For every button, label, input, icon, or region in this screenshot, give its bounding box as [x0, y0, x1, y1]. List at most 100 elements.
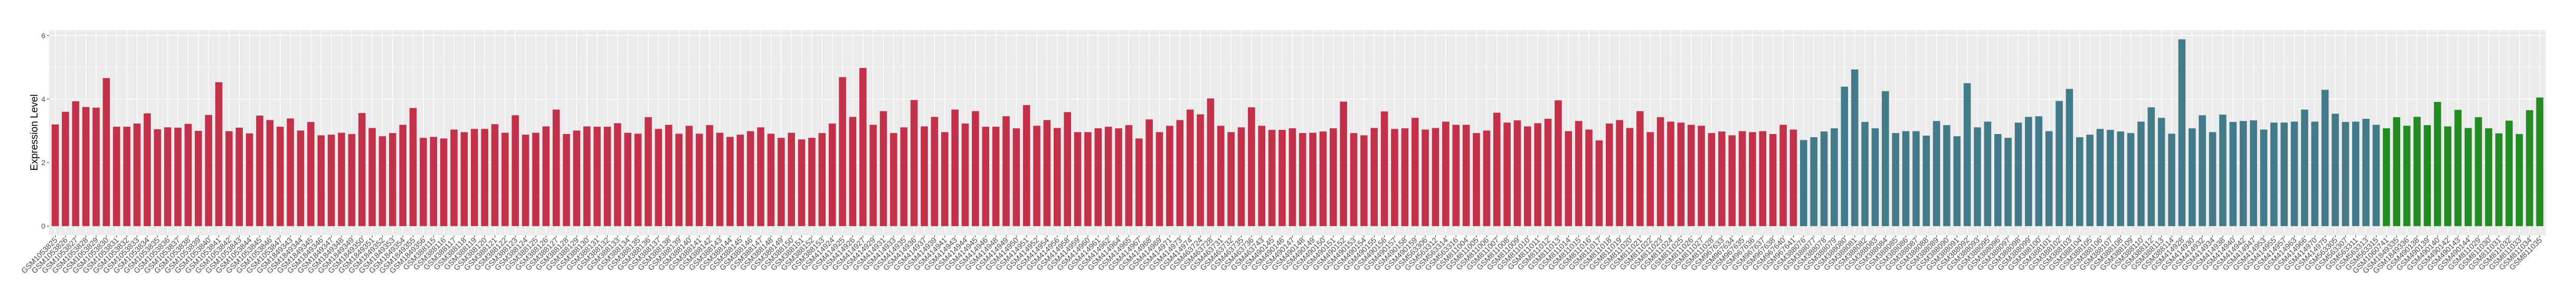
bar-GSM388090	[1943, 125, 1950, 226]
bar-GSM811024	[1667, 121, 1674, 226]
bar-GSM414936	[910, 100, 918, 226]
bar-GSM388142	[706, 125, 714, 226]
bar-GSM490158	[1401, 128, 1409, 226]
bar-GSM388153	[818, 133, 826, 226]
bar-GSM490146	[1278, 130, 1286, 226]
y-tick-label: 6	[41, 31, 45, 40]
bar-GSM388097	[2004, 138, 2012, 226]
bar-GSM967635	[1738, 131, 1746, 226]
bar-GSM1053829	[92, 108, 100, 226]
bar-GSM463728	[1207, 98, 1215, 226]
bar-GSM388117	[450, 129, 458, 226]
bar-GSM388126	[542, 126, 550, 226]
bar-GSM490143	[2454, 110, 2462, 226]
bar-GSM414963	[2290, 121, 2298, 226]
bar-GSM388083	[1871, 128, 1879, 226]
bar-GSM463735	[1237, 127, 1245, 226]
bar-GSM1053834	[144, 113, 151, 226]
y-axis: 0 2 4 6	[41, 31, 49, 231]
bar-GSM811031	[2495, 133, 2503, 226]
bar-GSM414945	[972, 111, 979, 226]
bar-GSM414965	[1125, 125, 1133, 226]
bar-GSM388096	[1994, 134, 2002, 226]
bar-GSM388124	[522, 135, 529, 226]
bar-GSM388086	[1902, 131, 1910, 226]
bar-GSM388118	[460, 132, 468, 226]
bar-GSM967636	[1749, 132, 1756, 226]
bar-GSM811034	[2526, 110, 2533, 226]
bar-GSM967638	[1769, 134, 1777, 226]
bar-GSM388091	[1953, 136, 1961, 226]
bar-GSM1053844	[245, 133, 253, 226]
bar-GSM967633	[1718, 131, 1726, 226]
bar-GSM811032	[2505, 120, 2513, 226]
bar-GSM1053843	[235, 127, 243, 226]
bar-GSM490145	[1268, 130, 1276, 226]
bar-GSM563316	[1452, 125, 1460, 226]
bar-GSM811017	[1595, 140, 1603, 226]
bar-GSM1849353	[389, 133, 396, 226]
bar-GSM1053827	[72, 101, 80, 226]
bar-GSM811011	[1534, 123, 1541, 226]
bar-GSM811033	[2515, 134, 2523, 226]
bar-GSM414943	[951, 109, 959, 226]
bar-GSM1053832	[123, 127, 130, 226]
bar-GSM463732	[1227, 132, 1235, 226]
bar-GSM490159	[1411, 118, 1419, 226]
bar-GSM811027	[1698, 126, 1705, 226]
bar-GSM414960	[1084, 132, 1092, 226]
bar-GSM388143	[716, 132, 724, 226]
y-tick-label: 4	[41, 95, 45, 103]
bar-GSM1053833	[133, 123, 141, 226]
bar-GSM388087	[1912, 131, 1920, 226]
bar-GSM811006	[1483, 130, 1491, 226]
bar-GSM811026	[1687, 125, 1695, 226]
bar-GSM490155	[1370, 128, 1378, 226]
bar-GSM563313	[2362, 119, 2370, 226]
bar-GSM388136	[645, 117, 652, 226]
bar-GSM414953	[2260, 129, 2268, 226]
bar-GSM414926	[849, 117, 857, 226]
bar-GSM388078	[1820, 131, 1828, 226]
bar-GSM967637	[1759, 131, 1767, 226]
bar-GSM414970	[2311, 121, 2319, 226]
bar-GSM414955	[2270, 122, 2278, 226]
bar-GSM414946	[982, 127, 990, 226]
bar-GSM490152	[1340, 101, 1347, 226]
bar-GSM414930	[2189, 128, 2196, 226]
bar-GSM388147	[757, 127, 764, 226]
bar-GSM388098	[2014, 122, 2022, 226]
bar-GSM388151	[798, 139, 806, 226]
bar-GSM388077	[1810, 137, 1817, 226]
bar-GSM414974	[1186, 109, 1194, 226]
bar-GSM414940	[2229, 122, 2237, 226]
bar-GSM414941	[941, 132, 949, 226]
bar-GSM414967	[1135, 138, 1143, 226]
bar-GSM1849344	[297, 130, 305, 226]
bar-GSM388125	[532, 132, 539, 226]
bar-GSM414975	[2321, 90, 2329, 226]
bar-GSM811025	[1677, 122, 1685, 226]
bar-GSM1849352	[378, 136, 386, 226]
bar-GSM490147	[1289, 128, 1296, 226]
bar-GSM490142	[2444, 126, 2451, 226]
bar-GSM388104	[2076, 137, 2083, 226]
bar-GSM388152	[808, 138, 816, 226]
bar-GSM1053835	[154, 129, 162, 226]
bar-GSM1053846	[266, 120, 274, 226]
bar-GSM811004	[1462, 125, 1470, 226]
bar-GSM811010	[1524, 126, 1531, 226]
bar-GSM388114	[2168, 133, 2175, 226]
bar-GSM414968	[1145, 119, 1153, 226]
bar-GSM388135	[634, 133, 642, 226]
bar-GSM414949	[1002, 116, 1010, 226]
bar-GSM414934	[2209, 132, 2217, 226]
bar-GSM414962	[1104, 127, 1112, 226]
bar-GSM811005	[1473, 133, 1480, 226]
bar-GSM388119	[470, 129, 478, 226]
bar-GSM414929	[869, 125, 877, 226]
bar-GSM490157	[1391, 129, 1398, 226]
y-tick-label: 0	[41, 222, 45, 231]
bar-GSM414933	[890, 133, 897, 226]
